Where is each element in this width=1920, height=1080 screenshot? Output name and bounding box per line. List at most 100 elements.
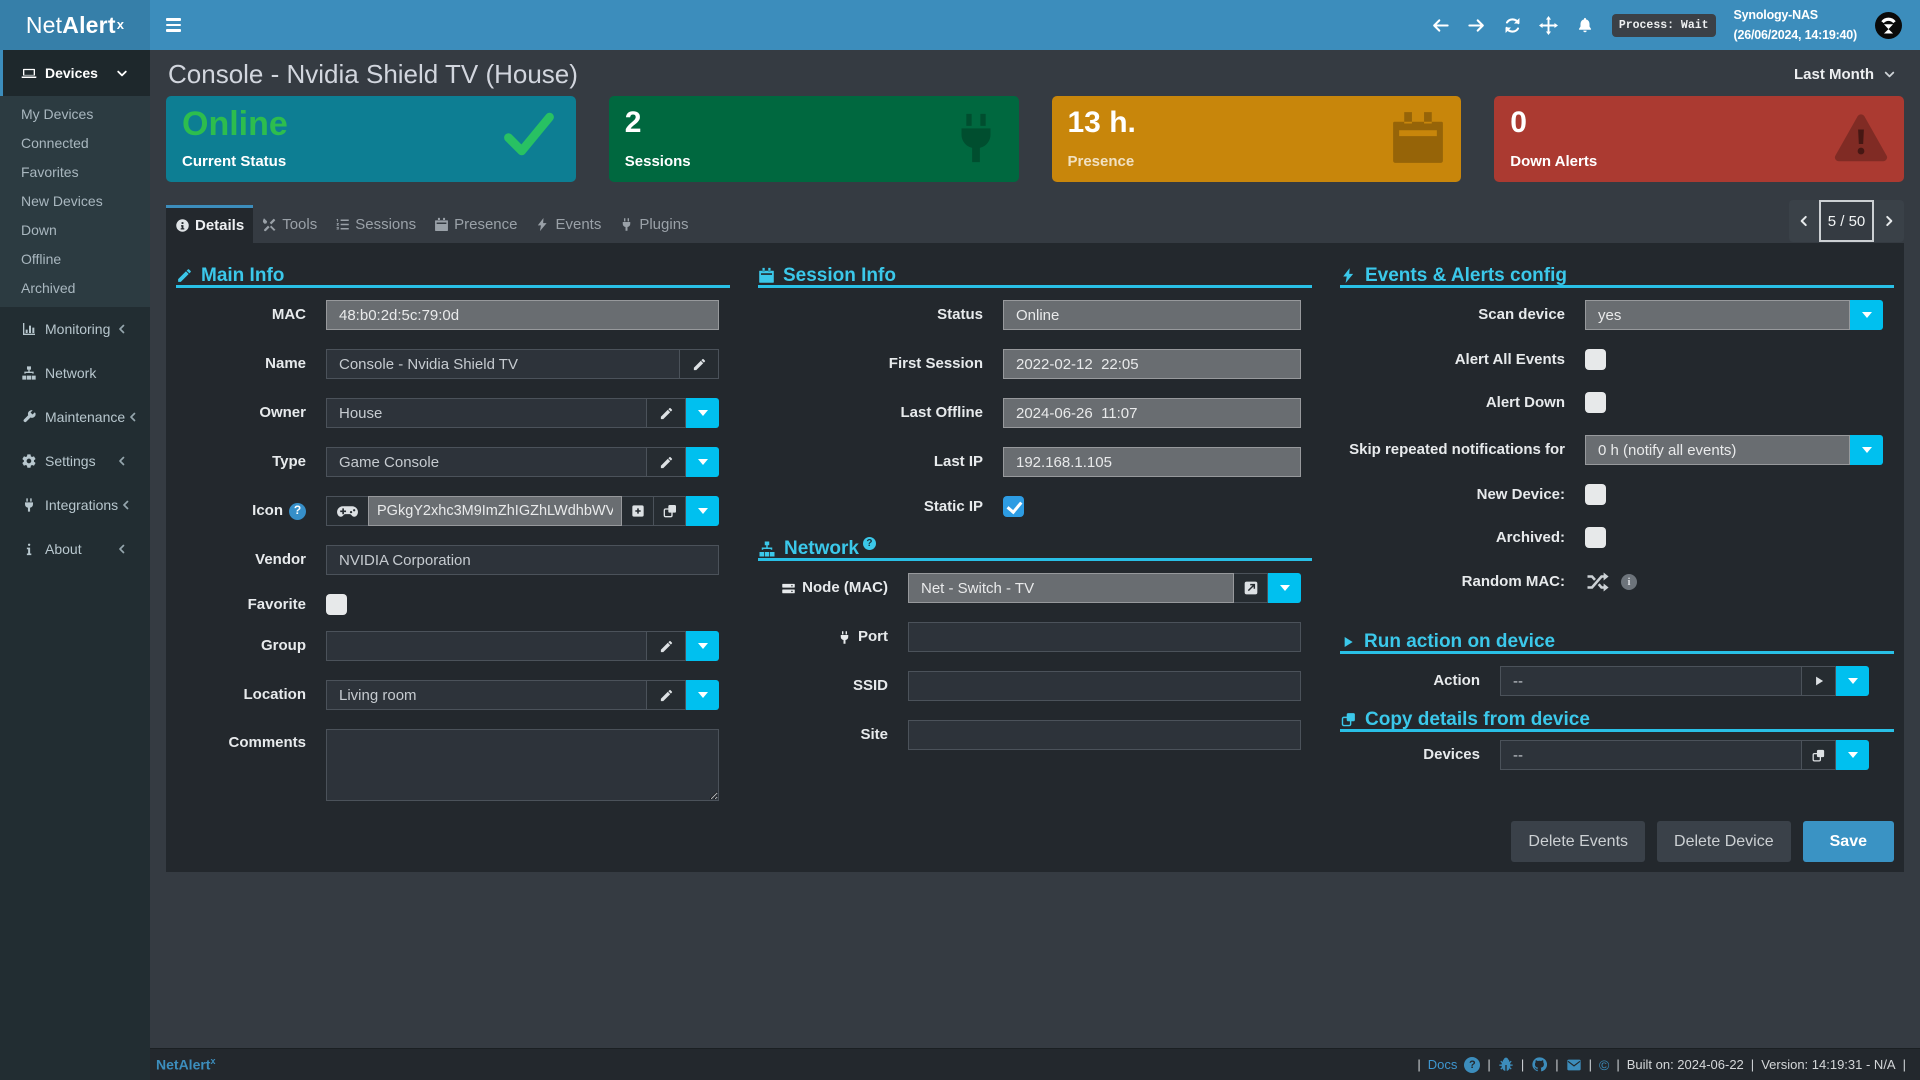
icon-copy-button[interactable] (654, 496, 686, 526)
nav-notifications-button[interactable] (1576, 0, 1594, 50)
pager-prev-button[interactable] (1789, 200, 1819, 242)
sidebar-item-maintenance[interactable]: Maintenance (0, 395, 150, 439)
bug-report-link[interactable] (1498, 1057, 1514, 1073)
sidebar-item-about[interactable]: About (0, 527, 150, 571)
action-run-button[interactable] (1802, 666, 1836, 696)
archived-label: Archived: (1495, 528, 1565, 546)
port-input[interactable] (908, 622, 1301, 652)
tab-presence[interactable]: Presence (425, 205, 526, 243)
card-down-alerts[interactable]: 0 Down Alerts (1494, 96, 1904, 182)
status-input[interactable] (1003, 300, 1301, 330)
github-link[interactable] (1531, 1056, 1548, 1073)
action-dropdown-button[interactable] (1836, 666, 1869, 696)
skip-notifications-dropdown-button[interactable] (1850, 435, 1883, 465)
delete-events-button[interactable]: Delete Events (1511, 821, 1646, 862)
sidebar-subitem-offline[interactable]: Offline (0, 244, 150, 273)
copyright-icon[interactable]: © (1598, 1056, 1610, 1073)
skip-notifications-select[interactable] (1585, 435, 1850, 465)
group-edit-button[interactable] (647, 631, 686, 661)
nav-refresh-button[interactable] (1504, 0, 1522, 50)
comments-textarea[interactable] (326, 729, 719, 801)
sidebar-subitem-connected[interactable]: Connected (0, 128, 150, 157)
nav-back-button[interactable] (1432, 0, 1450, 50)
icon-dropdown-button[interactable] (686, 496, 719, 526)
node-mac-input[interactable] (908, 573, 1234, 603)
nav-forward-button[interactable] (1468, 0, 1486, 50)
pager-next-button[interactable] (1874, 200, 1904, 242)
location-dropdown-button[interactable] (686, 680, 719, 710)
last-ip-input[interactable] (1003, 447, 1301, 477)
group-dropdown-button[interactable] (686, 631, 719, 661)
static-ip-checkbox[interactable] (1003, 496, 1024, 517)
ssid-input[interactable] (908, 671, 1301, 701)
node-dropdown-button[interactable] (1268, 573, 1301, 603)
type-input[interactable] (326, 447, 647, 477)
archived-checkbox[interactable] (1585, 527, 1606, 548)
devices-copy-button[interactable] (1802, 740, 1836, 770)
alert-all-events-checkbox[interactable] (1585, 349, 1606, 370)
sidebar-toggle-button[interactable] (150, 0, 196, 50)
devices-select[interactable] (1500, 740, 1802, 770)
email-link[interactable] (1566, 1057, 1582, 1073)
icon-add-button[interactable] (622, 496, 654, 526)
time-filter-dropdown[interactable]: Last Month (1788, 60, 1902, 89)
delete-device-button[interactable]: Delete Device (1657, 821, 1791, 862)
sidebar-item-network[interactable]: Network (0, 351, 150, 395)
location-edit-button[interactable] (647, 680, 686, 710)
type-dropdown-button[interactable] (686, 447, 719, 477)
devices-dropdown-button[interactable] (1836, 740, 1869, 770)
sidebar-item-settings[interactable]: Settings (0, 439, 150, 483)
help-icon[interactable]: ? (862, 537, 876, 550)
site-input[interactable] (908, 720, 1301, 750)
first-session-input[interactable] (1003, 349, 1301, 379)
vendor-input[interactable] (326, 545, 719, 575)
sidebar-subitem-my-devices[interactable]: My Devices (0, 99, 150, 128)
owner-dropdown-button[interactable] (686, 398, 719, 428)
arrow-left-icon (1431, 16, 1450, 35)
sidebar-item-devices[interactable]: Devices (0, 50, 150, 96)
location-input[interactable] (326, 680, 647, 710)
tab-plugins[interactable]: Plugins (610, 205, 697, 243)
scan-device-select[interactable] (1585, 300, 1850, 330)
field-last-ip: Last IP (758, 447, 1312, 477)
footer-brand[interactable]: NetAlertx (156, 1056, 216, 1073)
tab-sessions[interactable]: Sessions (326, 205, 425, 243)
tab-events[interactable]: Events (526, 205, 610, 243)
node-open-button[interactable] (1234, 573, 1268, 603)
sidebar-subitem-archived[interactable]: Archived (0, 273, 150, 302)
card-sessions[interactable]: 2 Sessions (608, 96, 1019, 182)
type-edit-button[interactable] (647, 447, 686, 477)
scan-device-dropdown-button[interactable] (1850, 300, 1883, 330)
new-device-checkbox[interactable] (1585, 484, 1606, 505)
owner-input[interactable] (326, 398, 647, 428)
alert-down-checkbox[interactable] (1585, 392, 1606, 413)
info-icon[interactable]: i (1621, 574, 1637, 590)
owner-edit-button[interactable] (647, 398, 686, 428)
sidebar-item-monitoring[interactable]: Monitoring (0, 307, 150, 351)
process-status-badge[interactable]: Process: Wait (1611, 13, 1716, 37)
card-presence[interactable]: 13 h. Presence (1051, 96, 1462, 182)
mac-input[interactable] (326, 300, 719, 330)
sidebar-subitem-new-devices[interactable]: New Devices (0, 186, 150, 215)
sidebar-subitem-down[interactable]: Down (0, 215, 150, 244)
copy-icon (662, 503, 678, 519)
name-edit-button[interactable] (680, 349, 719, 379)
brand-logo[interactable]: Net Alert x (0, 0, 150, 50)
tab-tools[interactable]: Tools (253, 205, 326, 243)
question-circle-icon[interactable]: ? (1464, 1056, 1481, 1073)
last-offline-input[interactable] (1003, 398, 1301, 428)
sidebar-subitem-favorites[interactable]: Favorites (0, 157, 150, 186)
action-select[interactable] (1500, 666, 1802, 696)
nav-fullscreen-button[interactable] (1540, 0, 1558, 50)
group-input[interactable] (326, 631, 647, 661)
name-input[interactable] (326, 349, 680, 379)
help-icon[interactable]: ? (289, 502, 306, 520)
icon-input[interactable] (368, 496, 622, 526)
favorite-checkbox[interactable] (326, 594, 347, 615)
card-current-status[interactable]: Online Current Status (166, 96, 576, 182)
user-avatar[interactable] (1875, 11, 1902, 39)
sidebar-item-integrations[interactable]: Integrations (0, 483, 150, 527)
tab-details[interactable]: Details (166, 205, 254, 243)
save-button[interactable]: Save (1802, 821, 1894, 862)
docs-link[interactable]: Docs (1427, 1057, 1458, 1072)
